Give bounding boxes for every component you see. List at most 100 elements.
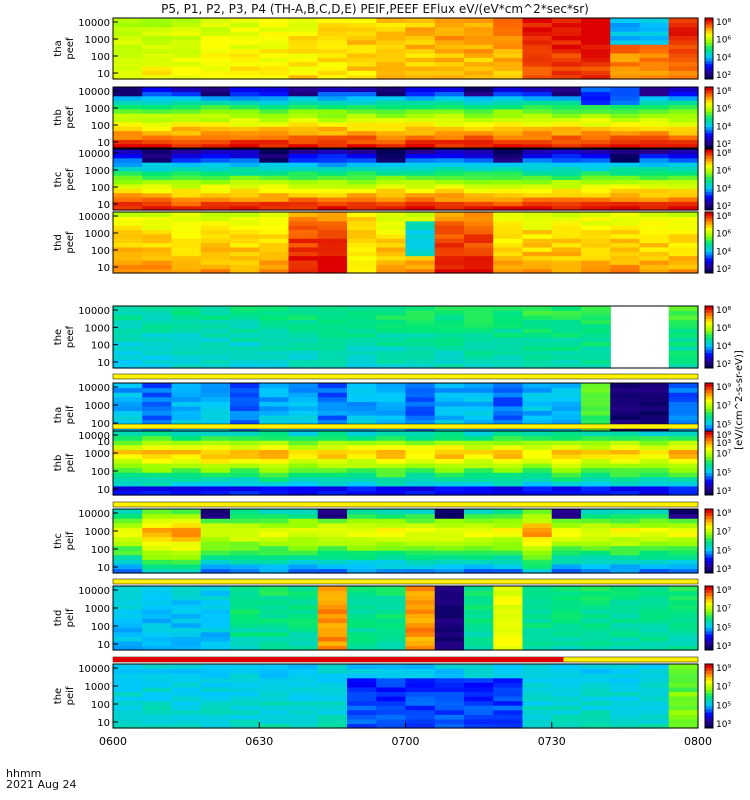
heatmap-cell xyxy=(142,682,173,688)
heatmap-cell xyxy=(551,686,582,693)
heatmap-cell xyxy=(405,52,436,58)
heatmap-cell xyxy=(113,419,143,425)
heatmap-cell xyxy=(639,18,670,23)
heatmap-cell xyxy=(376,541,407,547)
heatmap-cell xyxy=(230,18,260,23)
heatmap-cell xyxy=(522,201,553,207)
heatmap-cell xyxy=(142,618,173,624)
heatmap-cell xyxy=(376,682,407,688)
heatmap-cell xyxy=(551,188,582,194)
heatmap-cell xyxy=(259,622,290,628)
colorbar-frame xyxy=(704,211,714,274)
heatmap-cell xyxy=(493,590,524,596)
heatmap-cell xyxy=(347,229,377,235)
heatmap-cell xyxy=(347,554,377,560)
heatmap-cell xyxy=(581,490,611,496)
heatmap-cell xyxy=(142,627,173,633)
heatmap-cell xyxy=(581,26,611,32)
heatmap-cell xyxy=(668,618,699,624)
heatmap-cell xyxy=(200,545,231,551)
colorbar-tick-label: 10⁸ xyxy=(716,212,731,222)
heatmap-cell xyxy=(493,518,524,524)
heatmap-cell xyxy=(581,251,611,257)
heatmap-cell xyxy=(610,435,641,441)
heatmap-cell xyxy=(142,531,173,538)
heatmap-cell xyxy=(405,18,436,23)
heatmap-cell xyxy=(522,405,553,412)
heatmap-cell xyxy=(288,396,319,402)
heatmap-cell xyxy=(113,599,143,605)
heatmap-cell xyxy=(610,139,641,145)
heatmap-cell xyxy=(405,696,436,702)
heatmap-cell xyxy=(610,604,641,610)
colorbar-segment xyxy=(705,48,713,53)
heatmap-cell xyxy=(668,590,699,596)
heatmap-cell xyxy=(200,157,231,163)
time-axis-label: hhmm xyxy=(6,767,42,780)
heatmap-cell xyxy=(317,70,348,76)
heatmap-cell xyxy=(347,332,377,338)
heatmap-cell xyxy=(317,229,348,235)
heatmap-cell xyxy=(376,337,407,343)
heatmap-cell xyxy=(405,392,436,398)
heatmap-cell xyxy=(376,134,407,140)
heatmap-cell xyxy=(317,179,348,185)
y-tick-label: 100 xyxy=(91,52,110,63)
heatmap-cell xyxy=(347,48,377,54)
heatmap-cell xyxy=(639,691,670,697)
heatmap-cell xyxy=(551,121,582,127)
heatmap-cell xyxy=(405,568,436,574)
heatmap-cell xyxy=(464,134,494,140)
heatmap-cell xyxy=(347,691,377,697)
heatmap-cell xyxy=(259,314,290,320)
heatmap-cell xyxy=(668,100,699,106)
heatmap-cell xyxy=(581,18,611,23)
heatmap-cell xyxy=(551,149,582,154)
heatmap-cell xyxy=(639,618,670,624)
colorbar-segment xyxy=(705,646,713,651)
colorbar-segment xyxy=(705,630,713,635)
heatmap-cell xyxy=(434,645,465,651)
heatmap-cell xyxy=(376,467,407,473)
heatmap-cell xyxy=(317,134,348,140)
heatmap-cell xyxy=(230,472,260,478)
heatmap-cell xyxy=(551,513,582,519)
heatmap-cell xyxy=(405,415,436,421)
heatmap-cell xyxy=(464,705,494,711)
heatmap-cell xyxy=(405,175,436,181)
heatmap-cell xyxy=(405,664,436,670)
heatmap-cell xyxy=(142,559,173,565)
heatmap-cell xyxy=(639,242,670,248)
heatmap-cell xyxy=(668,531,699,538)
colorbar-segment xyxy=(705,349,713,353)
heatmap-cell xyxy=(347,149,377,154)
y-tick-label: 100 xyxy=(91,121,110,132)
heatmap-cell xyxy=(405,242,436,248)
heatmap-cell xyxy=(259,268,290,274)
heatmap-cell xyxy=(288,476,319,482)
heatmap-cell xyxy=(347,723,377,729)
heatmap-cell xyxy=(142,536,173,542)
heatmap-cell xyxy=(639,143,670,149)
heatmap-cell xyxy=(581,718,611,725)
heatmap-cell xyxy=(259,608,290,615)
heatmap-cell xyxy=(171,35,202,41)
heatmap-cell xyxy=(171,166,202,172)
y-tick-label: 100 xyxy=(91,183,110,194)
heatmap-cell xyxy=(113,113,143,119)
colorbar-segment xyxy=(705,144,713,149)
heatmap-cell xyxy=(171,595,202,601)
heatmap-cell xyxy=(551,682,582,688)
heatmap-cell xyxy=(522,341,553,347)
y-tick-label: 10000 xyxy=(78,87,110,98)
colorbar-segment xyxy=(705,90,713,94)
heatmap-cell xyxy=(668,134,699,140)
heatmap-cell xyxy=(259,95,290,101)
heatmap-cell xyxy=(551,328,582,334)
heatmap-cell xyxy=(288,108,319,114)
heatmap-cell xyxy=(639,401,670,407)
heatmap-cell xyxy=(493,134,524,140)
heatmap-cell xyxy=(200,216,231,222)
heatmap-cell xyxy=(464,485,494,492)
heatmap-cell xyxy=(200,149,231,154)
